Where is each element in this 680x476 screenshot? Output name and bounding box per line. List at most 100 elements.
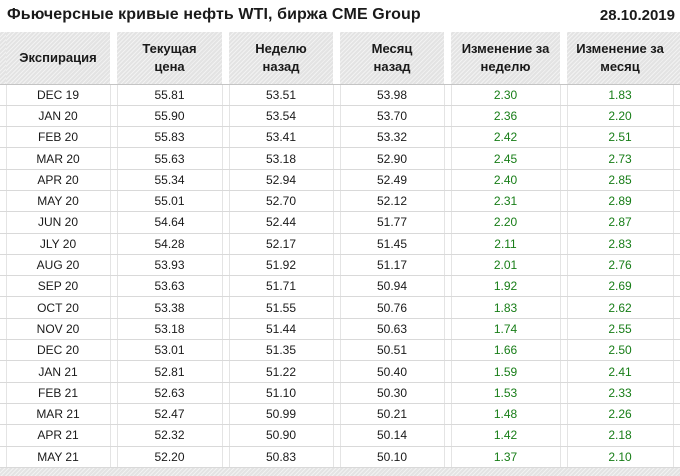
table-row: SEP 20 53.63 51.71 50.94 1.92 2.69 xyxy=(0,275,680,298)
column-gutter xyxy=(222,211,229,234)
price-value-cell: 50.14 xyxy=(339,424,445,447)
change-value-cell: 2.76 xyxy=(566,254,674,277)
price-value-cell: 50.83 xyxy=(228,446,334,469)
header-week-ago: Неделю назад xyxy=(229,32,333,85)
price-value-cell: 51.44 xyxy=(228,318,334,341)
expiration-cell: FEB 20 xyxy=(5,126,111,149)
expiration-cell: JAN 20 xyxy=(5,105,111,128)
row-edge-left xyxy=(0,403,6,426)
change-value-cell: 2.87 xyxy=(566,211,674,234)
column-gutter xyxy=(560,147,567,170)
column-gutter xyxy=(560,296,567,319)
column-gutter xyxy=(333,211,340,234)
change-value-cell: 2.89 xyxy=(566,190,674,213)
row-edge-right xyxy=(673,105,680,128)
column-gutter xyxy=(222,318,229,341)
row-edge-left xyxy=(0,84,6,106)
column-gutter xyxy=(222,126,229,149)
price-value-cell: 55.81 xyxy=(116,84,223,106)
table-row: MAR 20 55.63 53.18 52.90 2.45 2.73 xyxy=(0,147,680,170)
price-value-cell: 53.01 xyxy=(116,339,223,362)
table-row: MAY 20 55.01 52.70 52.12 2.31 2.89 xyxy=(0,190,680,213)
row-edge-right xyxy=(673,169,680,191)
price-value-cell: 53.38 xyxy=(116,296,223,319)
change-value-cell: 2.51 xyxy=(566,126,674,149)
row-edge-right xyxy=(673,190,680,213)
expiration-cell: DEC 20 xyxy=(5,339,111,362)
header-change-week: Изменение за неделю xyxy=(451,32,560,85)
column-gutter xyxy=(110,84,117,106)
table-row: JLY 20 54.28 52.17 51.45 2.11 2.83 xyxy=(0,233,680,255)
expiration-cell: MAR 21 xyxy=(5,403,111,426)
change-value-cell: 1.66 xyxy=(450,339,561,362)
change-value-cell: 2.26 xyxy=(566,403,674,426)
row-edge-left xyxy=(0,233,6,255)
row-edge-right xyxy=(673,84,680,106)
column-gutter xyxy=(444,147,451,170)
table-row: MAR 21 52.47 50.99 50.21 1.48 2.26 xyxy=(0,403,680,426)
expiration-cell: MAY 21 xyxy=(5,446,111,469)
column-gutter xyxy=(333,275,340,298)
change-value-cell: 1.59 xyxy=(450,360,561,383)
column-gutter xyxy=(560,446,567,469)
column-gutter xyxy=(333,403,340,426)
change-value-cell: 2.42 xyxy=(450,126,561,149)
column-gutter xyxy=(222,147,229,170)
price-value-cell: 50.76 xyxy=(339,296,445,319)
row-edge-left xyxy=(0,254,6,277)
price-value-cell: 55.01 xyxy=(116,190,223,213)
price-value-cell: 55.83 xyxy=(116,126,223,149)
price-value-cell: 50.40 xyxy=(339,360,445,383)
column-gutter xyxy=(560,211,567,234)
row-edge-right xyxy=(673,339,680,362)
change-value-cell: 2.20 xyxy=(450,211,561,234)
expiration-cell: AUG 20 xyxy=(5,254,111,277)
report-date: 28.10.2019 xyxy=(599,6,675,24)
price-value-cell: 53.18 xyxy=(116,318,223,341)
row-edge-left xyxy=(0,275,6,298)
row-edge-right xyxy=(673,211,680,234)
header-edge-left xyxy=(0,32,6,85)
price-value-cell: 51.55 xyxy=(228,296,334,319)
table-header: Экспирация Текущая цена Неделю назад Мес… xyxy=(0,32,680,85)
column-gutter xyxy=(110,169,117,191)
page-title: Фьючерсные кривые нефть WTI, биржа CME G… xyxy=(7,6,421,23)
column-gutter xyxy=(222,382,229,404)
price-value-cell: 51.45 xyxy=(339,233,445,255)
column-gutter xyxy=(560,424,567,447)
column-gutter xyxy=(560,254,567,277)
row-edge-right xyxy=(673,382,680,404)
row-edge-left xyxy=(0,339,6,362)
change-value-cell: 2.73 xyxy=(566,147,674,170)
column-gutter xyxy=(110,233,117,255)
price-value-cell: 50.90 xyxy=(228,424,334,447)
column-gutter xyxy=(560,233,567,255)
column-gutter xyxy=(444,233,451,255)
header-gutter xyxy=(444,32,451,85)
expiration-cell: SEP 20 xyxy=(5,275,111,298)
header-month-ago: Месяц назад xyxy=(340,32,444,85)
change-value-cell: 1.53 xyxy=(450,382,561,404)
row-edge-left xyxy=(0,126,6,149)
column-gutter xyxy=(110,126,117,149)
column-gutter xyxy=(333,446,340,469)
row-edge-right xyxy=(673,147,680,170)
column-gutter xyxy=(444,339,451,362)
table-row: APR 21 52.32 50.90 50.14 1.42 2.18 xyxy=(0,424,680,447)
table-bottom-border xyxy=(0,468,680,476)
header-gutter xyxy=(333,32,340,85)
change-value-cell: 2.40 xyxy=(450,169,561,191)
column-gutter xyxy=(110,296,117,319)
price-value-cell: 52.17 xyxy=(228,233,334,255)
row-edge-right xyxy=(673,403,680,426)
price-value-cell: 52.90 xyxy=(339,147,445,170)
price-value-cell: 52.32 xyxy=(116,424,223,447)
price-value-cell: 53.54 xyxy=(228,105,334,128)
column-gutter xyxy=(444,296,451,319)
column-gutter xyxy=(110,382,117,404)
header-gutter xyxy=(110,32,117,85)
column-gutter xyxy=(333,147,340,170)
column-gutter xyxy=(110,147,117,170)
column-gutter xyxy=(333,339,340,362)
